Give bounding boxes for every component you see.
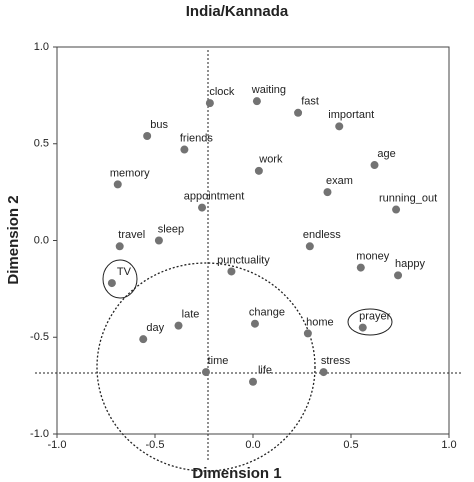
point [143,132,152,141]
point [303,329,312,338]
point [201,368,210,377]
point [139,335,148,344]
point [107,279,116,288]
point-label: life [258,365,272,377]
point-label: bus [150,119,168,131]
point-label: clock [209,86,235,98]
point-label: happy [395,258,425,270]
point [356,263,365,272]
point [335,122,344,131]
point-label: running_out [379,192,437,204]
point [174,321,183,330]
y-tick-label: -1.0 [30,428,49,440]
point-label: fast [301,96,319,108]
point [227,267,236,276]
point-label: change [249,307,285,319]
y-tick-label: -0.5 [30,331,49,343]
point [358,323,367,332]
point-label: waiting [251,84,286,96]
point-label: sleep [158,223,184,235]
x-axis-title: Dimension 1 [192,465,281,482]
point-label: money [356,250,390,262]
point [392,205,401,214]
point-label: prayer [359,310,391,322]
point-label: important [328,109,374,121]
point [205,99,214,108]
point [115,242,124,251]
y-tick-label: 1.0 [34,41,49,53]
point-label: punctuality [217,254,270,266]
point-label: memory [110,167,150,179]
plot-frame [56,46,450,435]
point-label: time [208,355,229,367]
chart-title: India/Kannada [186,3,289,20]
highlight-ellipse [347,308,393,336]
point [180,145,189,154]
point-label: home [306,316,334,328]
point [323,188,332,197]
point-label: late [182,309,200,321]
point-label: day [146,322,164,334]
point-label: exam [326,175,353,187]
point-label: age [377,148,395,160]
point-label: travel [118,229,145,241]
point-label: TV [117,266,132,278]
x-tick-label: -0.5 [146,439,165,451]
y-axis-title: Dimension 2 [5,195,22,284]
point [319,368,328,377]
point [254,166,263,175]
cluster-circle [96,262,316,472]
highlight-ellipse [102,259,138,299]
point [294,108,303,117]
x-tick-label: 0.5 [343,439,358,451]
point [113,180,122,189]
point-label: endless [303,229,341,241]
point-label: appointment [184,191,245,203]
point [394,271,403,280]
point [252,97,261,106]
x-tick-label: -1.0 [48,439,67,451]
y-tick-label: 0.5 [34,138,49,150]
point-label: work [258,154,283,166]
point-label: stress [321,355,351,367]
point [305,242,314,251]
x-tick-label: 0.0 [245,439,260,451]
point [250,319,259,328]
point [249,377,257,386]
point [370,161,379,170]
point-label: friends [180,132,214,144]
x-tick-label: 1.0 [441,439,456,451]
point [154,236,163,245]
point [198,203,207,212]
y-tick-label: 0.0 [34,234,49,246]
